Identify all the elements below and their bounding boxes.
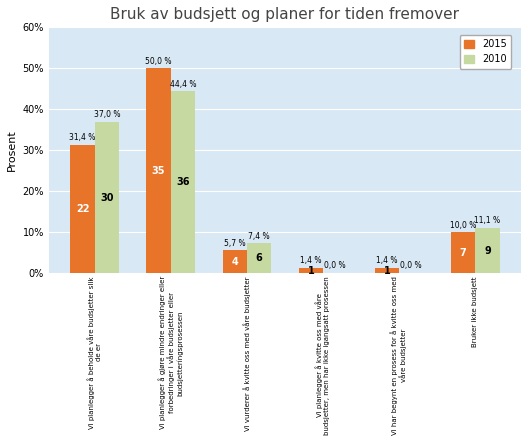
Text: 7,4 %: 7,4 % <box>248 232 270 240</box>
Bar <box>451 232 475 274</box>
Y-axis label: Prosent: Prosent <box>7 130 17 171</box>
Text: 1,4 %: 1,4 % <box>300 256 322 265</box>
Text: 35: 35 <box>152 166 165 176</box>
Text: 44,4 %: 44,4 % <box>169 80 196 89</box>
Text: 31,4 %: 31,4 % <box>69 133 96 142</box>
Text: 0,0 %: 0,0 % <box>401 261 422 270</box>
Bar <box>247 243 271 274</box>
Text: 10,0 %: 10,0 % <box>450 221 476 230</box>
Text: 7: 7 <box>460 248 466 258</box>
Text: 5,7 %: 5,7 % <box>224 239 246 248</box>
Title: Bruk av budsjett og planer for tiden fremover: Bruk av budsjett og planer for tiden fre… <box>110 7 459 22</box>
Text: 0,0 %: 0,0 % <box>324 261 346 270</box>
Text: 37,0 %: 37,0 % <box>93 110 120 119</box>
Text: 6: 6 <box>256 253 262 263</box>
Bar <box>171 91 195 274</box>
Text: 4: 4 <box>231 257 238 267</box>
Legend: 2015, 2010: 2015, 2010 <box>459 34 512 69</box>
Bar <box>222 250 247 274</box>
Text: 1,4 %: 1,4 % <box>376 256 398 265</box>
Text: 1: 1 <box>307 266 314 275</box>
Bar <box>375 268 399 274</box>
Bar <box>70 145 95 274</box>
Bar <box>475 228 499 274</box>
Bar <box>95 122 119 274</box>
Text: 30: 30 <box>100 193 114 202</box>
Bar <box>146 69 171 274</box>
Text: 11,1 %: 11,1 % <box>474 217 501 225</box>
Text: 1: 1 <box>383 266 390 275</box>
Text: 50,0 %: 50,0 % <box>145 57 172 66</box>
Text: 36: 36 <box>176 177 190 187</box>
Bar <box>299 268 323 274</box>
Text: 22: 22 <box>76 204 89 214</box>
Text: 9: 9 <box>484 246 491 255</box>
